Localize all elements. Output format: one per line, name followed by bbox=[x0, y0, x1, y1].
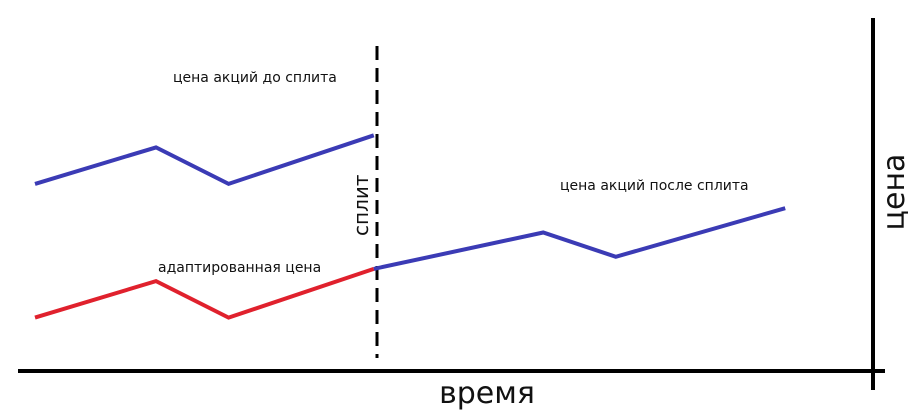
series-line-before-split bbox=[34, 133, 375, 187]
label-split: сплит bbox=[349, 174, 373, 236]
x-axis-title: время bbox=[439, 376, 535, 411]
y-axis-title: цена bbox=[877, 154, 912, 231]
series-layer bbox=[34, 133, 786, 320]
label-price-after: цена акций после сплита bbox=[560, 178, 749, 194]
series-line-after-split bbox=[373, 206, 786, 271]
label-adjusted-price: адаптированная цена bbox=[158, 260, 321, 276]
label-price-before: цена акций до сплита bbox=[173, 70, 337, 86]
series-line-adjusted bbox=[34, 267, 375, 320]
